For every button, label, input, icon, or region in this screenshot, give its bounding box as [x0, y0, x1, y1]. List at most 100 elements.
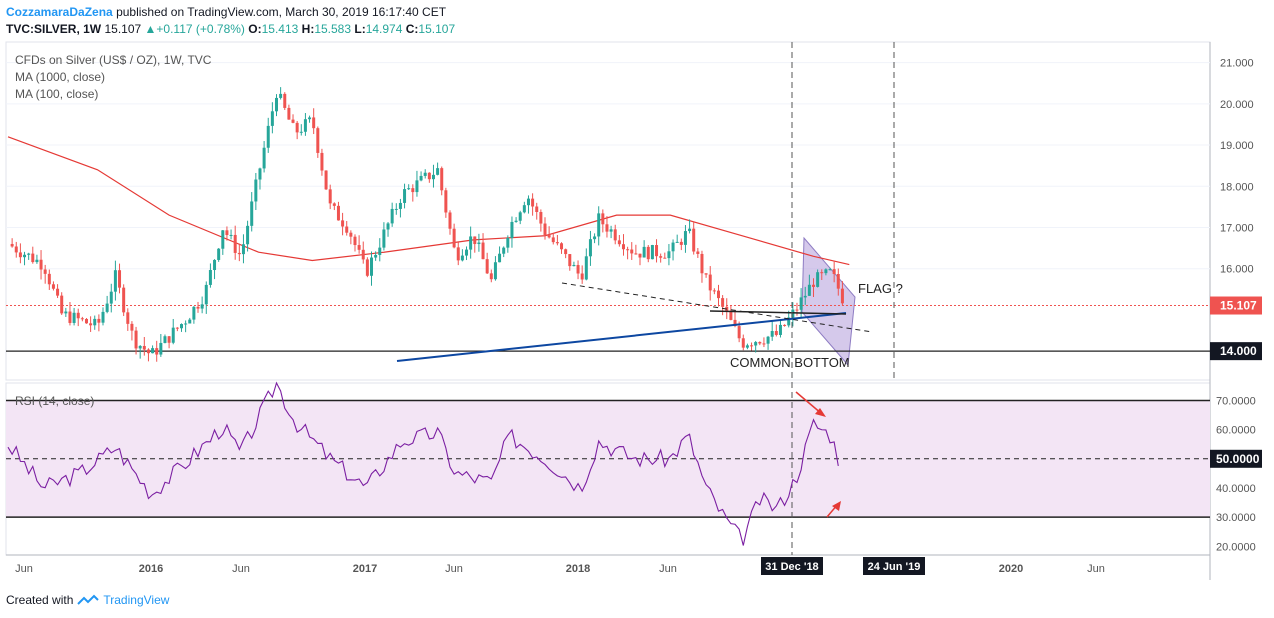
dashed-neckline[interactable]: [561, 282, 873, 333]
rsi-axis-ticks: 70.0000 60.0000 50.0000 40.0000 30.0000 20.00…: [1210, 395, 1262, 553]
red-down-arrow-icon: [795, 391, 826, 417]
candle-body: [593, 236, 597, 240]
candle-body: [155, 348, 159, 355]
candle-body: [638, 253, 642, 258]
date-marker-label: 24 Jun '19: [868, 561, 921, 573]
candle-body: [246, 225, 250, 245]
candle-body: [266, 125, 270, 148]
flag-channel: [801, 236, 856, 367]
price-tick-label: 19.000: [1220, 140, 1254, 152]
candle-body: [27, 253, 31, 255]
candle-body: [803, 295, 807, 298]
candle-body: [667, 251, 671, 259]
price-tick-label: 21.000: [1220, 58, 1254, 70]
candle-body: [832, 269, 836, 275]
candle-body: [613, 229, 617, 241]
candle-body: [597, 213, 601, 237]
candle-body: [663, 257, 667, 259]
candle-body: [626, 249, 630, 251]
time-tick-label: 2017: [353, 563, 377, 575]
candle-body: [188, 319, 192, 324]
tradingview-link[interactable]: TradingView: [103, 593, 170, 607]
candle-body: [816, 272, 820, 287]
date-marker-badge: [863, 557, 925, 575]
author-link[interactable]: CozzamaraDaZena: [6, 5, 113, 19]
time-tick-label: Jun: [445, 563, 463, 575]
candle-body: [741, 338, 745, 348]
candle-body: [498, 253, 502, 263]
candle-body: [225, 230, 229, 236]
time-tick-label: Jun: [1087, 563, 1105, 575]
common-bottom-annotation: COMMON BOTTOM: [730, 355, 850, 370]
level-badge: [1210, 342, 1262, 361]
candle-body: [308, 117, 312, 120]
candle-body: [208, 270, 212, 285]
candle-body: [655, 245, 659, 257]
neckline[interactable]: [709, 310, 847, 315]
candle-body: [43, 269, 47, 274]
price-tick-label: 18.000: [1220, 181, 1254, 193]
candle-body: [93, 318, 97, 326]
candle-body: [101, 311, 105, 323]
candle-body: [778, 324, 782, 335]
candle-body: [56, 288, 60, 296]
candle-body: [737, 326, 741, 339]
footer: Created with TradingView: [6, 593, 169, 607]
time-tick-label: Jun: [232, 563, 250, 575]
candle-body: [291, 119, 295, 123]
candle-body: [382, 229, 386, 248]
candle-body: [526, 198, 530, 206]
symbol-summary: TVC:SILVER, 1W 15.107 ▲+0.117 (+0.78%) O…: [6, 22, 455, 36]
rsi-polyline: [7, 381, 839, 546]
last-price-label: 15.107: [1220, 299, 1257, 313]
candle-body: [646, 246, 650, 260]
candle-body: [332, 203, 336, 206]
candle-body: [783, 324, 787, 326]
candle-body: [303, 119, 307, 132]
candle-body: [221, 230, 225, 249]
time-tick-label: 2018: [566, 563, 590, 575]
candle-body: [465, 249, 469, 256]
chart-header: CozzamaraDaZena published on TradingView…: [6, 5, 446, 19]
time-tick-label: Jun: [659, 563, 677, 575]
candle-body: [229, 234, 233, 236]
candle-body: [72, 312, 76, 323]
ma-100-polyline: [7, 136, 850, 266]
candle-body: [807, 284, 811, 296]
candle-body: [436, 168, 440, 175]
candle-body: [179, 324, 183, 329]
rsi-tick-label: 40.0000: [1216, 483, 1256, 495]
candle-body: [80, 318, 84, 320]
candle-body: [113, 270, 117, 292]
candle-body: [151, 348, 155, 354]
candle-body: [580, 273, 584, 280]
candle-body: [704, 273, 708, 275]
candle-body: [386, 223, 390, 230]
candle-body: [444, 190, 448, 213]
symbol-name: TVC:SILVER, 1W: [6, 22, 102, 36]
candle-body: [427, 172, 431, 180]
candle-body: [795, 309, 799, 311]
candle-body: [812, 284, 815, 287]
candle-body: [361, 249, 365, 260]
candle-body: [423, 172, 427, 176]
candle-body: [130, 323, 134, 331]
candle-body: [477, 242, 481, 245]
rsi-mid-badge: [1210, 449, 1262, 468]
candle-body: [184, 323, 188, 325]
candle-body: [283, 93, 287, 108]
candle-body: [175, 327, 179, 329]
candles: [10, 87, 844, 362]
candle-body: [142, 345, 146, 350]
candle-body: [295, 122, 299, 133]
candle-body: [630, 249, 634, 254]
rsi-line: [7, 381, 839, 546]
candle-body: [543, 223, 547, 236]
candle-body: [353, 236, 357, 246]
support-trendline[interactable]: [396, 312, 847, 362]
high-label: H:: [301, 22, 315, 36]
level-label: 14.000: [1220, 344, 1257, 358]
candle-body: [609, 229, 613, 232]
candle-body: [316, 128, 320, 153]
